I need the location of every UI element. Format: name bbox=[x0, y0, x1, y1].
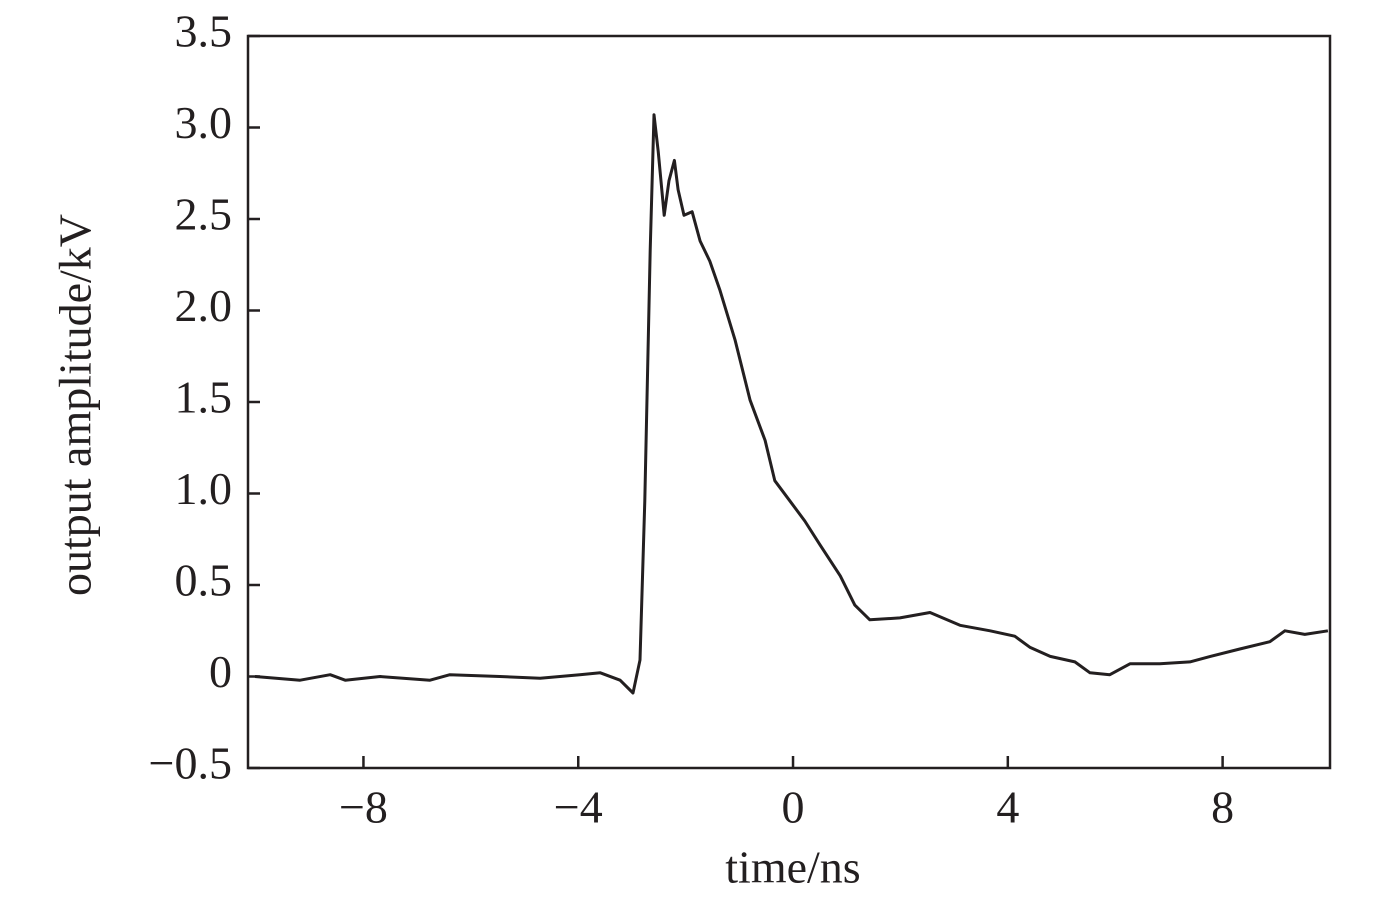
x-axis-title: time/ns bbox=[725, 842, 860, 893]
y-tick-label: 2.0 bbox=[175, 280, 233, 331]
y-axis-title: output amplitude/kV bbox=[50, 214, 101, 596]
y-tick-label: 2.5 bbox=[175, 189, 233, 240]
x-tick-label: 8 bbox=[1211, 782, 1234, 833]
y-tick-label: 0.5 bbox=[175, 555, 233, 606]
x-tick-label: 0 bbox=[782, 782, 805, 833]
plot-frame bbox=[246, 34, 1332, 770]
y-tick-label: 1.0 bbox=[175, 463, 233, 514]
data-line bbox=[254, 113, 1329, 695]
y-tick-label: 0 bbox=[209, 646, 232, 697]
y-tick-label: −0.5 bbox=[149, 738, 232, 789]
y-tick-label: 3.0 bbox=[175, 97, 233, 148]
y-tick-label: 3.5 bbox=[175, 6, 233, 57]
y-tick-label: 1.5 bbox=[175, 372, 233, 423]
x-tick-label: −8 bbox=[339, 782, 388, 833]
x-tick-label: −4 bbox=[554, 782, 603, 833]
x-tick-label: 4 bbox=[996, 782, 1019, 833]
